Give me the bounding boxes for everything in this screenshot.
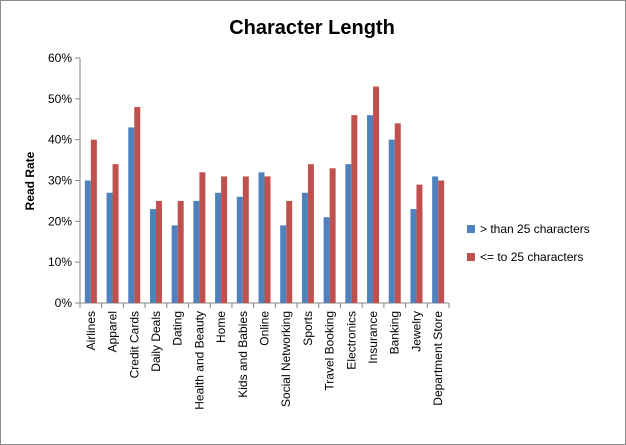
bar-credit-cards-series-2 bbox=[134, 107, 141, 303]
bar-electronics-series-2 bbox=[351, 115, 358, 304]
bar-jewelry-series-1 bbox=[410, 209, 417, 303]
bar-health-and-beauty-series-2 bbox=[199, 172, 206, 303]
x-tick-label-online: Online bbox=[258, 311, 272, 346]
bar-dating-series-2 bbox=[177, 200, 184, 303]
bar-insurance-series-1 bbox=[367, 115, 374, 304]
x-tick-label-banking: Banking bbox=[388, 311, 402, 354]
x-tick-label-sports: Sports bbox=[301, 311, 315, 346]
bar-home-series-2 bbox=[221, 176, 228, 303]
bar-insurance-series-2 bbox=[373, 86, 380, 303]
y-tick-label: 40% bbox=[48, 133, 72, 147]
bar-online-series-1 bbox=[258, 172, 265, 303]
bar-daily-deals-series-1 bbox=[149, 209, 156, 303]
bar-apparel-series-1 bbox=[106, 192, 113, 303]
y-tick-label: 0% bbox=[55, 296, 73, 310]
bar-banking-series-2 bbox=[394, 123, 401, 303]
legend: > than 25 characters <= to 25 characters bbox=[467, 222, 590, 264]
x-tick-label-apparel: Apparel bbox=[106, 311, 120, 352]
bar-dating-series-1 bbox=[171, 225, 178, 303]
bar-home-series-1 bbox=[215, 192, 222, 303]
x-tick-label-kids-and-babies: Kids and Babies bbox=[236, 311, 250, 398]
x-tick-label-social-networking: Social Networking bbox=[279, 311, 293, 407]
x-tick-label-credit-cards: Credit Cards bbox=[127, 311, 141, 378]
bar-travel-booking-series-2 bbox=[329, 168, 336, 303]
bar-sports-series-1 bbox=[301, 192, 308, 303]
x-tick-label-dating: Dating bbox=[171, 311, 185, 346]
x-tick-label-jewelry: Jewelry bbox=[409, 311, 423, 352]
plot-area: 0% 10% 20% 30% 40% 50% 60% Airlines Apparel Credi… bbox=[48, 51, 450, 410]
bar-banking-series-1 bbox=[388, 139, 395, 303]
bar-apparel-series-2 bbox=[112, 164, 119, 303]
y-tick-label: 60% bbox=[48, 51, 72, 65]
x-tick-label-home: Home bbox=[214, 311, 228, 343]
legend-swatch-series-2 bbox=[467, 253, 475, 261]
x-tick-label-health-and-beauty: Health and Beauty bbox=[192, 311, 206, 410]
x-tick-label-electronics: Electronics bbox=[344, 311, 358, 370]
bar-social-networking-series-1 bbox=[280, 225, 287, 303]
y-tick-label: 20% bbox=[48, 214, 72, 228]
bar-department-store-series-1 bbox=[432, 176, 439, 303]
y-tick-label: 50% bbox=[48, 92, 72, 106]
bar-kids-and-babies-series-2 bbox=[242, 176, 249, 303]
bar-electronics-series-1 bbox=[345, 164, 352, 303]
bar-jewelry-series-2 bbox=[416, 184, 423, 303]
bar-airlines-series-2 bbox=[90, 139, 97, 303]
legend-label-series-2: <= to 25 characters bbox=[480, 250, 583, 264]
bar-travel-booking-series-1 bbox=[323, 217, 330, 303]
bar-airlines-series-1 bbox=[84, 180, 91, 303]
bar-kids-and-babies-series-1 bbox=[236, 196, 243, 303]
bar-credit-cards-series-1 bbox=[128, 127, 135, 304]
bar-department-store-series-2 bbox=[438, 180, 445, 303]
bar-daily-deals-series-2 bbox=[155, 200, 162, 303]
bar-health-and-beauty-series-1 bbox=[193, 200, 200, 303]
x-tick-label-department-store: Department Store bbox=[431, 311, 445, 406]
legend-label-series-1: > than 25 characters bbox=[480, 222, 590, 236]
bar-online-series-2 bbox=[264, 176, 271, 303]
y-tick-label: 30% bbox=[48, 174, 72, 188]
x-tick-label-airlines: Airlines bbox=[84, 311, 98, 350]
x-tick-label-daily-deals: Daily Deals bbox=[149, 311, 163, 372]
bar-social-networking-series-2 bbox=[286, 200, 293, 303]
bar-sports-series-2 bbox=[307, 164, 314, 303]
y-tick-label: 10% bbox=[48, 255, 72, 269]
x-tick-label-travel-booking: Travel Booking bbox=[323, 311, 337, 391]
y-axis-label: Read Rate bbox=[23, 151, 37, 210]
chart-title: Character Length bbox=[229, 17, 395, 39]
x-tick-label-insurance: Insurance bbox=[366, 311, 380, 364]
legend-swatch-series-1 bbox=[467, 225, 475, 233]
